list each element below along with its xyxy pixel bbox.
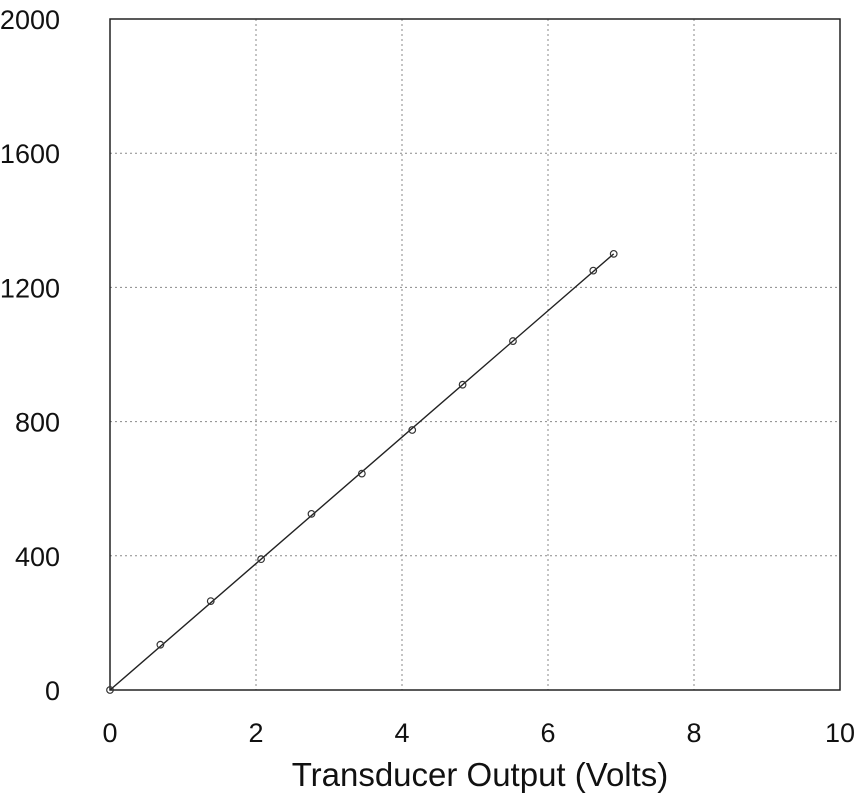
data-point-6 bbox=[408, 426, 417, 434]
x-tick-label-2: 2 bbox=[248, 718, 263, 748]
plot-area-frame bbox=[109, 18, 841, 691]
data-point-4 bbox=[307, 509, 316, 518]
y-tick-label-400: 400 bbox=[15, 542, 60, 572]
fit-line-group bbox=[109, 253, 615, 691]
data-point-10 bbox=[609, 249, 618, 258]
y-tick-label-1200: 1200 bbox=[0, 273, 60, 303]
data-point-2 bbox=[206, 597, 215, 605]
x-axis-tick-labels: 0 2 4 6 8 10 bbox=[102, 718, 855, 748]
x-tick-label-8: 8 bbox=[686, 718, 701, 748]
y-tick-label-0: 0 bbox=[45, 676, 60, 706]
y-tick-label-800: 800 bbox=[15, 408, 60, 438]
data-point-1 bbox=[156, 640, 165, 649]
x-tick-label-0: 0 bbox=[102, 718, 117, 748]
x-axis-label: Transducer Output (Volts) bbox=[292, 756, 669, 793]
x-tick-label-4: 4 bbox=[394, 718, 409, 748]
data-point-8 bbox=[509, 337, 517, 345]
data-point-0 bbox=[106, 686, 114, 694]
data-points bbox=[106, 249, 618, 694]
y-tick-label-2000: 2000 bbox=[0, 5, 60, 35]
data-point-3 bbox=[257, 555, 266, 564]
x-tick-label-6: 6 bbox=[540, 718, 555, 748]
y-tick-label-1600: 1600 bbox=[0, 139, 60, 169]
grid-lines bbox=[110, 19, 840, 690]
linear-fit-line bbox=[109, 253, 615, 691]
data-point-5 bbox=[357, 469, 366, 478]
x-tick-label-10: 10 bbox=[825, 718, 855, 748]
data-point-9 bbox=[589, 266, 598, 275]
data-point-7 bbox=[458, 380, 467, 389]
y-axis-tick-labels: 0 400 800 1200 1600 2000 bbox=[0, 5, 60, 706]
